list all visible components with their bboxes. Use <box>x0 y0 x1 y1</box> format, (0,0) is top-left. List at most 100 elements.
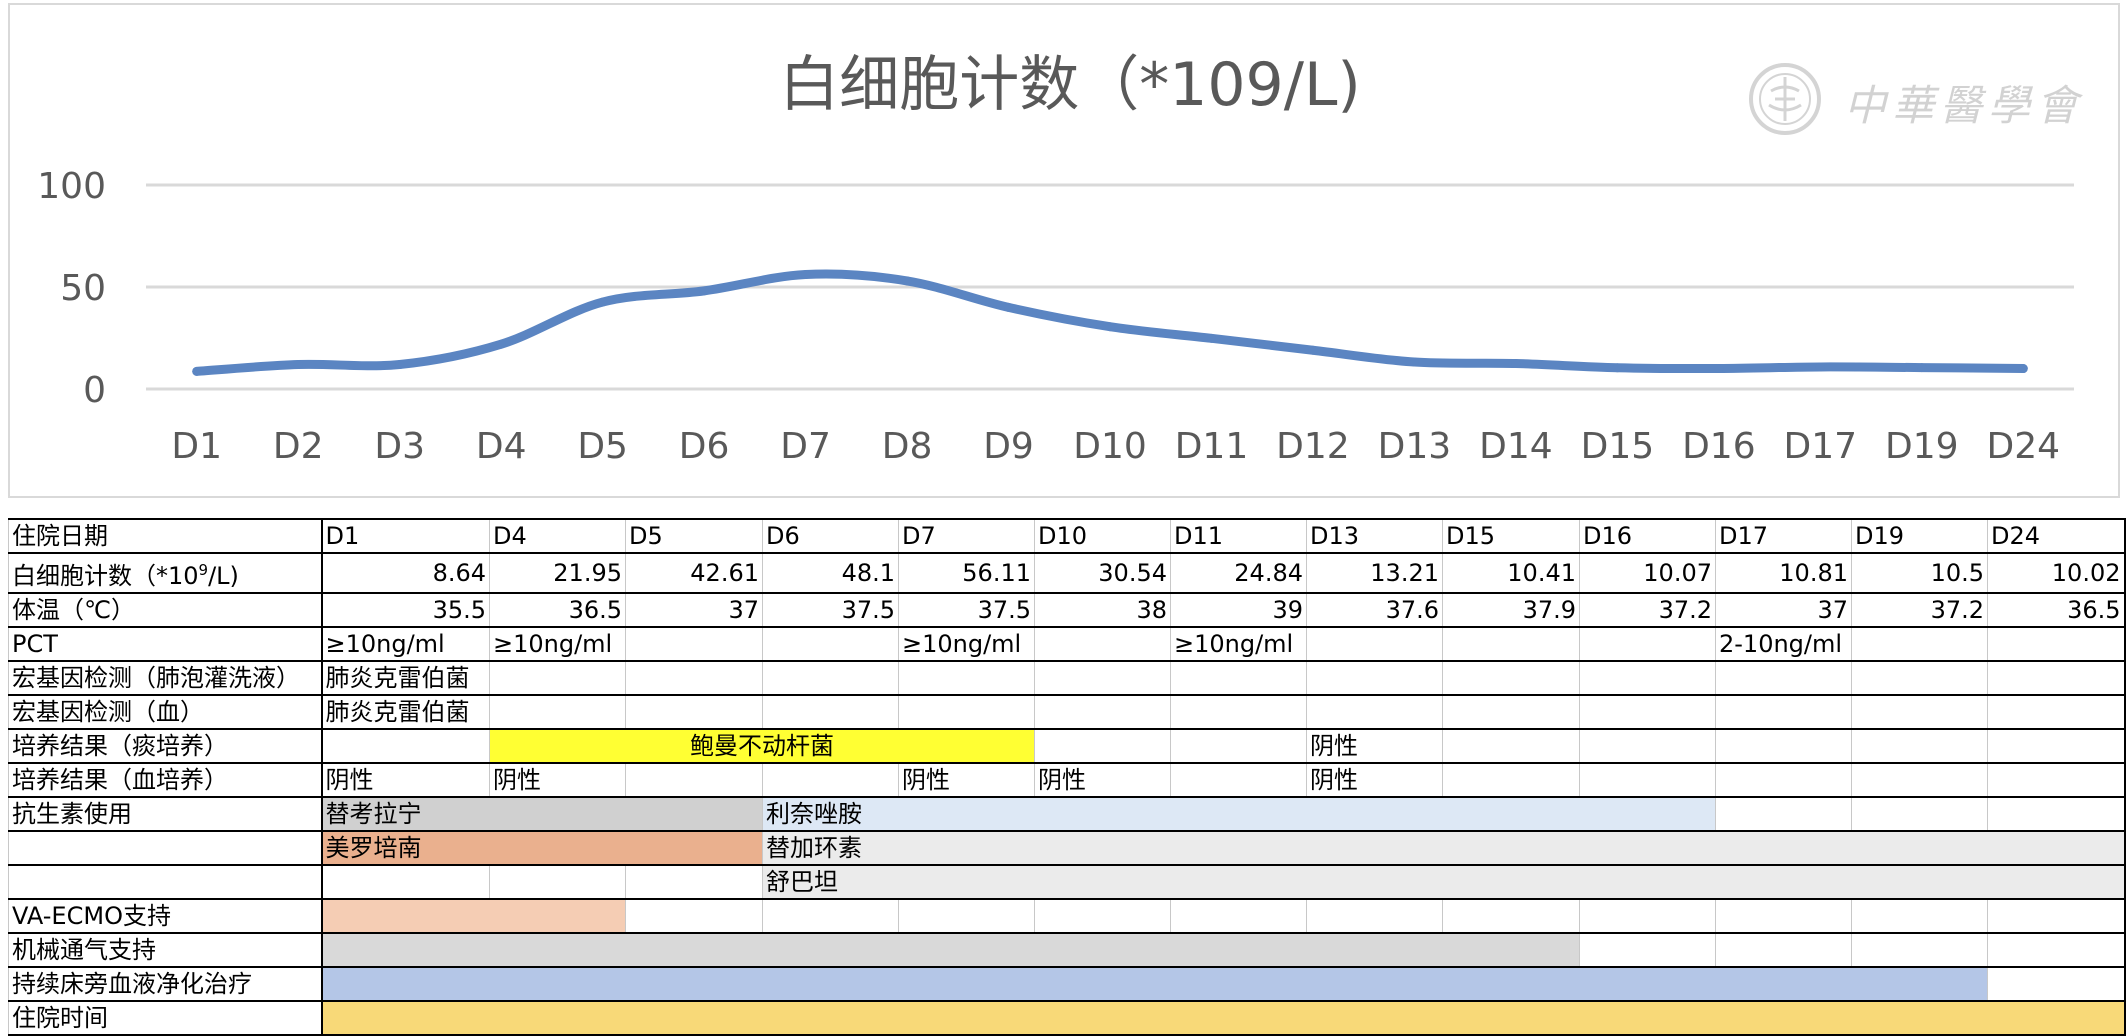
table-cell <box>1987 694 2126 730</box>
day-header: D5 <box>625 518 763 554</box>
table-cell <box>1579 660 1716 696</box>
temperature-value: 35.5 <box>321 592 490 628</box>
culture-result: 阴性 <box>1034 762 1171 798</box>
pct-value: ≥10ng/ml <box>898 626 1035 662</box>
table-cell <box>1987 660 2126 696</box>
row-label: 培养结果（痰培养） <box>8 728 323 764</box>
data-point <box>496 339 506 349</box>
table-cell <box>1306 660 1443 696</box>
table-cell <box>1170 762 1307 798</box>
ventilation-bar <box>321 932 1580 968</box>
table-cell <box>489 660 626 696</box>
row-label: 抗生素使用 <box>8 796 323 832</box>
table-cell <box>1851 660 1988 696</box>
culture-result: 阴性 <box>321 762 490 798</box>
data-point <box>1308 345 1318 355</box>
temperature-value: 39 <box>1170 592 1307 628</box>
wbc-value: 10.02 <box>1987 552 2126 594</box>
wbc-value: 24.84 <box>1170 552 1307 594</box>
table-cell <box>1851 728 1988 764</box>
data-point <box>1612 363 1622 373</box>
temperature-value: 38 <box>1034 592 1171 628</box>
culture-result: 阴性 <box>1306 728 1443 764</box>
table-cell <box>762 660 899 696</box>
wbc-value: 13.21 <box>1306 552 1443 594</box>
x-tick-label: D24 <box>1986 426 2060 467</box>
temperature-value: 37 <box>1715 592 1852 628</box>
table-cell <box>1306 694 1443 730</box>
data-point <box>1511 359 1521 368</box>
table-cell <box>1987 898 2126 934</box>
y-tick-label: 0 <box>83 370 106 411</box>
x-tick-label: D17 <box>1784 426 1858 467</box>
wbc-value: 10.41 <box>1442 552 1580 594</box>
wbc-value: 10.5 <box>1851 552 1988 594</box>
table-cell <box>321 728 490 764</box>
table-cell <box>1851 898 1988 934</box>
data-point <box>699 286 709 296</box>
antibiotic-bar: 替考拉宁 <box>321 796 763 832</box>
seal-icon <box>1749 63 1821 135</box>
chart-panel: 白细胞计数（*109/L) 0 50 100 D1 D2 D3 D4 D5 D6 D7 D8 D9 D… <box>8 3 2120 498</box>
pct-value: ≥10ng/ml <box>489 626 626 662</box>
x-tick-label: D5 <box>577 426 628 467</box>
data-point <box>801 270 811 280</box>
wbc-value: 8.64 <box>321 552 490 594</box>
ngs-result: 肺炎克雷伯菌 <box>321 694 490 730</box>
table-cell <box>1987 728 2126 764</box>
y-tick-label: 50 <box>60 268 106 309</box>
table-cell <box>898 660 1035 696</box>
table-cell <box>1715 694 1852 730</box>
table-cell <box>625 694 763 730</box>
table-header-row: 住院日期 D1 D4 D5 D6 D7 D10 D11 D13 D15 D16 D17 D19 D24 <box>8 518 2126 554</box>
pct-value: 2-10ng/ml <box>1715 626 1852 662</box>
pct-value: ≥10ng/ml <box>321 626 490 662</box>
table-cell <box>1442 762 1580 798</box>
row-label: 培养结果（血培养） <box>8 762 323 798</box>
table-cell <box>1579 898 1716 934</box>
wbc-value: 48.1 <box>762 552 899 594</box>
x-tick-label: D19 <box>1885 426 1959 467</box>
row-label <box>8 864 323 900</box>
table-cell <box>625 864 763 900</box>
table-cell <box>762 762 899 798</box>
table-cell <box>1851 796 1988 832</box>
pct-row: PCT ≥10ng/ml ≥10ng/ml ≥10ng/ml ≥10ng/ml 2-10n… <box>8 626 2126 662</box>
data-point <box>902 276 912 286</box>
table-cell <box>1034 728 1171 764</box>
y-axis-ticks: 0 50 100 <box>37 166 106 411</box>
table-cell <box>762 626 899 662</box>
temperature-value: 37.9 <box>1442 592 1580 628</box>
x-tick-label: D4 <box>476 426 527 467</box>
wbc-value: 42.61 <box>625 552 763 594</box>
pct-value: ≥10ng/ml <box>1170 626 1307 662</box>
table-cell <box>898 898 1035 934</box>
wbc-label-exponent: 9 <box>198 561 209 579</box>
blood-culture-row: 培养结果（血培养） 阴性 阴性 阴性 阴性 阴性 <box>8 762 2126 798</box>
table-cell <box>625 898 763 934</box>
wbc-value: 56.11 <box>898 552 1035 594</box>
x-tick-label: D11 <box>1175 426 1249 467</box>
temperature-value: 37 <box>625 592 763 628</box>
day-header: D7 <box>898 518 1035 554</box>
table-cell <box>489 694 626 730</box>
watermark-logo: 中華醫學會 <box>1747 57 2087 147</box>
x-tick-label: D6 <box>679 426 730 467</box>
x-tick-label: D15 <box>1581 426 1655 467</box>
day-header: D10 <box>1034 518 1171 554</box>
table-cell <box>898 694 1035 730</box>
day-header: D15 <box>1442 518 1580 554</box>
day-header: D24 <box>1987 518 2126 554</box>
table-cell <box>1715 660 1852 696</box>
sputum-organism: 鲍曼不动杆菌 <box>489 728 1035 764</box>
antibiotic-bar: 美罗培南 <box>321 830 763 866</box>
data-point <box>192 366 202 376</box>
antibiotic-bar: 利奈唑胺 <box>762 796 1716 832</box>
row-label: 持续床旁血液净化治疗 <box>8 966 323 1002</box>
table-cell <box>762 898 899 934</box>
row-label: 宏基因检测（血） <box>8 694 323 730</box>
table-cell <box>1579 626 1716 662</box>
chart-title: 白细胞计数（*109/L) <box>779 50 1361 120</box>
data-point <box>1714 363 1724 373</box>
table-cell <box>1442 694 1580 730</box>
